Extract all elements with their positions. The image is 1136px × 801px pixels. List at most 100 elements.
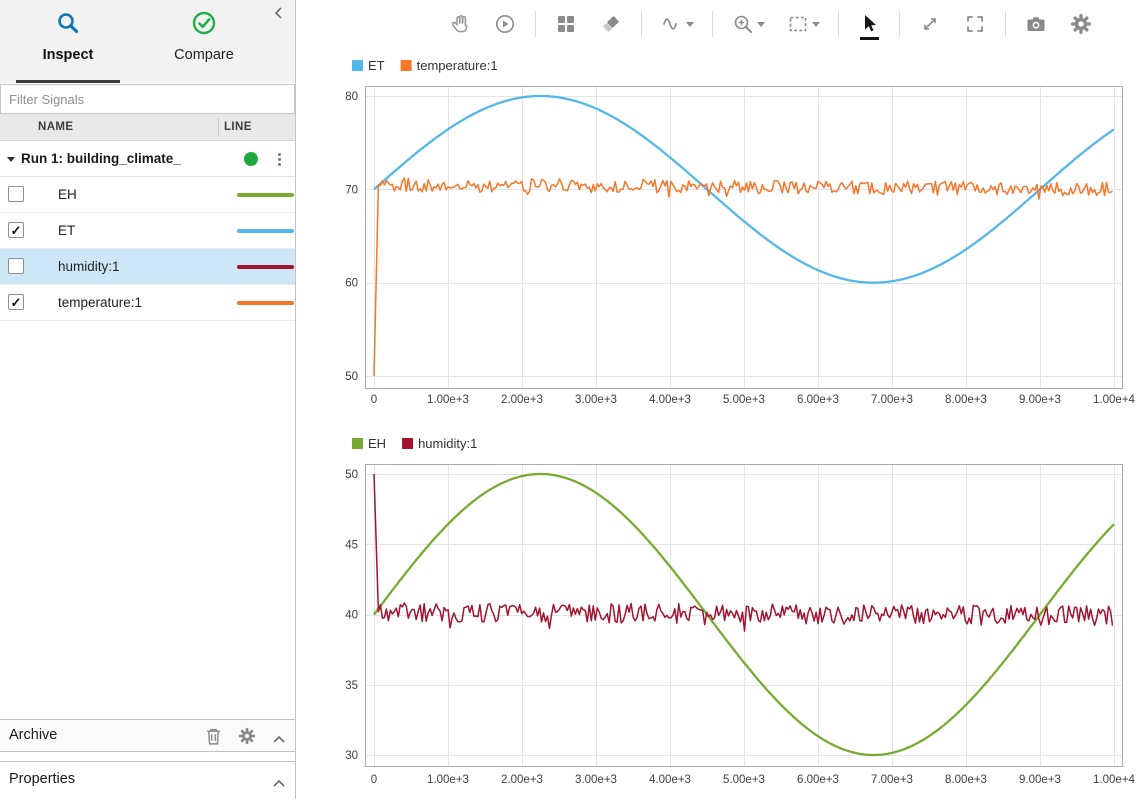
tab-compare[interactable]: Compare [148, 10, 260, 64]
plot-bottom-humidity[interactable]: 0 1.00e+3 2.00e+3 3.00e+3 4.00e+3 5.00e+3 6.00… [330, 430, 1136, 796]
archive-label: Archive [9, 727, 58, 743]
properties-label: Properties [9, 771, 76, 787]
chevron-down-icon [811, 21, 820, 27]
svg-text:8.00e+3: 8.00e+3 [945, 394, 987, 406]
svg-text:1.00e+4: 1.00e+4 [1093, 774, 1135, 786]
sidebar-tabs-bar: Inspect Compare [0, 0, 295, 83]
snapshot-button[interactable] [1018, 6, 1054, 42]
svg-text:6.00e+3: 6.00e+3 [797, 394, 839, 406]
svg-text:1.00e+3: 1.00e+3 [427, 774, 469, 786]
svg-text:EH: EH [368, 436, 386, 451]
fullscreen-button[interactable] [957, 6, 993, 42]
sidebar: Inspect Compare NAME LINE Run 1: buildin… [0, 0, 296, 799]
resize-diagonal-button[interactable] [912, 6, 948, 42]
zoom-dropdown-button[interactable] [725, 6, 771, 42]
toolbar-divider [838, 11, 839, 37]
svg-text:80: 80 [345, 91, 358, 103]
svg-text:7.00e+3: 7.00e+3 [871, 774, 913, 786]
run-options-menu-icon[interactable] [272, 149, 286, 169]
signal-row-EH[interactable]: EH [0, 177, 295, 213]
pointer-tool-button-selected[interactable] [851, 6, 887, 42]
zoom-in-icon [734, 15, 752, 33]
active-tab-indicator [16, 80, 120, 83]
signal-checkbox[interactable] [8, 186, 24, 202]
properties-section-header[interactable]: Properties [0, 761, 295, 799]
diagonal-arrows-icon [924, 18, 936, 30]
chevron-down-icon [685, 21, 694, 27]
svg-text:0: 0 [371, 394, 377, 406]
tab-compare-label: Compare [174, 47, 234, 63]
filter-signals-input[interactable] [0, 84, 295, 114]
svg-text:9.00e+3: 9.00e+3 [1019, 394, 1061, 406]
layout-grid-icon [558, 16, 574, 32]
signal-name: humidity:1 [58, 259, 120, 274]
fit-to-view-dropdown-button[interactable] [780, 6, 826, 42]
toolbar-divider [712, 11, 713, 37]
replay-button[interactable] [487, 6, 523, 42]
svg-text:1.00e+3: 1.00e+3 [427, 394, 469, 406]
run-expand-caret-icon[interactable] [7, 157, 15, 162]
chart-canvas: 0 1.00e+3 2.00e+3 3.00e+3 4.00e+3 5.00e+3 6.00… [345, 436, 1135, 786]
column-header-line: LINE [224, 121, 252, 133]
svg-text:30: 30 [345, 750, 358, 762]
svg-text:35: 35 [345, 680, 358, 692]
signal-line-swatch [237, 265, 294, 269]
camera-icon [1027, 17, 1045, 31]
tab-inspect-label: Inspect [42, 47, 94, 63]
pan-tool-button[interactable] [442, 6, 478, 42]
fit-to-view-icon [789, 16, 806, 32]
toolbar-divider [899, 11, 900, 37]
gear-icon [1071, 14, 1091, 34]
svg-text:3.00e+3: 3.00e+3 [575, 774, 617, 786]
svg-text:4.00e+3: 4.00e+3 [649, 394, 691, 406]
svg-text:0: 0 [371, 774, 377, 786]
plot-top-temperature[interactable]: 0 1.00e+3 2.00e+3 3.00e+3 4.00e+3 5.00e+3 6.00… [330, 52, 1136, 428]
fullscreen-brackets-icon [967, 16, 983, 32]
signal-list: EH ✓ ET humidity:1 ✓ temperature:1 [0, 177, 295, 321]
svg-text:ET: ET [368, 58, 385, 73]
svg-text:humidity:1: humidity:1 [418, 436, 477, 451]
svg-text:3.00e+3: 3.00e+3 [575, 394, 617, 406]
layout-button[interactable] [548, 6, 584, 42]
svg-text:45: 45 [345, 539, 358, 551]
plot-toolbar [296, 0, 1136, 48]
column-header-name: NAME [38, 121, 74, 133]
svg-text:4.00e+3: 4.00e+3 [649, 774, 691, 786]
signal-checkbox[interactable]: ✓ [8, 222, 24, 238]
archive-settings-gear-icon[interactable] [238, 727, 256, 750]
chart-canvas: 0 1.00e+3 2.00e+3 3.00e+3 4.00e+3 5.00e+3 6.00… [345, 58, 1135, 406]
signal-row-humidity:1[interactable]: humidity:1 [0, 249, 295, 285]
svg-text:40: 40 [345, 610, 358, 622]
signal-name: temperature:1 [58, 295, 143, 310]
signal-checkbox[interactable]: ✓ [8, 294, 24, 310]
selected-tool-underline [860, 37, 879, 40]
properties-collapse-chevron-icon[interactable] [272, 775, 286, 793]
signal-trace-dropdown-button[interactable] [654, 6, 700, 42]
signal-row-ET[interactable]: ✓ ET [0, 213, 295, 249]
svg-text:2.00e+3: 2.00e+3 [501, 774, 543, 786]
run-row[interactable]: Run 1: building_climate_ [0, 141, 295, 177]
run-status-dot [244, 152, 258, 166]
svg-text:8.00e+3: 8.00e+3 [945, 774, 987, 786]
trash-icon[interactable] [205, 727, 222, 751]
signal-line-swatch [237, 301, 294, 305]
sidebar-collapse-button[interactable] [273, 6, 287, 22]
archive-collapse-chevron-icon[interactable] [272, 731, 286, 749]
signal-checkbox[interactable] [8, 258, 24, 274]
signal-row-temperature:1[interactable]: ✓ temperature:1 [0, 285, 295, 321]
svg-text:5.00e+3: 5.00e+3 [723, 394, 765, 406]
signal-line-swatch [237, 193, 294, 197]
toolbar-divider [535, 11, 536, 37]
chevron-down-icon [756, 21, 765, 27]
tab-inspect[interactable]: Inspect [16, 10, 120, 64]
toolbar-divider [641, 11, 642, 37]
archive-section-header[interactable]: Archive [0, 719, 295, 752]
svg-text:5.00e+3: 5.00e+3 [723, 774, 765, 786]
brush-eraser-icon [603, 16, 619, 32]
signal-name: EH [58, 187, 77, 202]
check-circle-icon [148, 10, 260, 41]
svg-text:temperature:1: temperature:1 [417, 58, 498, 73]
settings-button[interactable] [1063, 6, 1099, 42]
magnifier-icon [16, 10, 120, 41]
brush-button[interactable] [593, 6, 629, 42]
